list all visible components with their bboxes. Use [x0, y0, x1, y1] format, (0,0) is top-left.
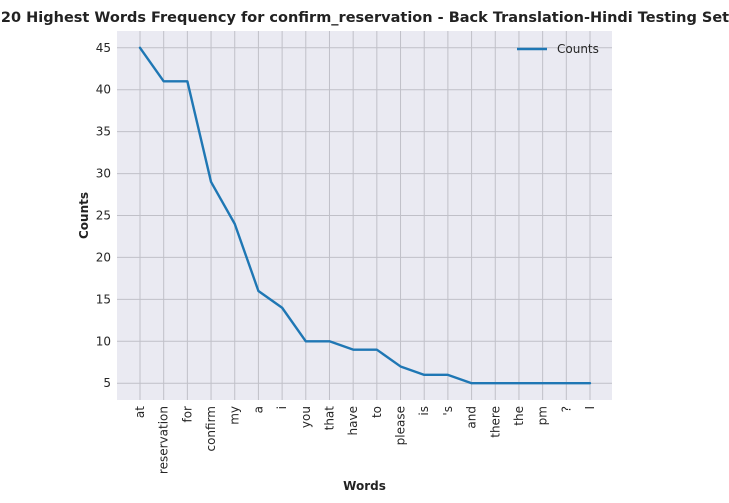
- x-axis-label: Words: [343, 479, 386, 493]
- y-axis-ticks: 5 10 15 20 25 30 35 40 45: [96, 41, 111, 390]
- x-tick-label-16: the: [512, 406, 526, 426]
- x-tick-label-3: confirm: [204, 406, 218, 452]
- legend: Counts: [517, 42, 599, 56]
- y-tick-label-25: 25: [96, 209, 111, 223]
- y-axis-label: Counts: [77, 192, 91, 239]
- y-tick-label-35: 35: [96, 125, 111, 139]
- y-tick-label-10: 10: [96, 334, 111, 348]
- y-tick-label-20: 20: [96, 250, 111, 264]
- x-tick-label-11: please: [394, 406, 408, 445]
- grid-lines: [117, 31, 612, 400]
- x-tick-label-15: there: [488, 406, 502, 438]
- x-tick-label-13: 's: [441, 406, 455, 416]
- x-tick-label-7: you: [299, 406, 313, 428]
- chart-title: 20 Highest Words Frequency for confirm_r…: [1, 10, 729, 26]
- x-tick-label-17: pm: [536, 406, 550, 425]
- x-tick-label-8: that: [322, 406, 336, 431]
- y-tick-label-15: 15: [96, 292, 111, 306]
- y-tick-label-40: 40: [96, 83, 111, 97]
- series-layer: [138, 46, 592, 385]
- x-axis-ticks: at reservation for confirm my a i you that have to…: [133, 406, 597, 474]
- x-tick-label-4: my: [228, 406, 242, 425]
- x-tick-label-19: I: [583, 406, 597, 410]
- x-tick-label-0: at: [133, 406, 147, 418]
- x-tick-label-10: to: [370, 406, 384, 418]
- y-tick-label-30: 30: [96, 167, 111, 181]
- x-tick-label-6: i: [275, 406, 289, 409]
- x-tick-label-1: reservation: [157, 406, 171, 474]
- y-tick-label-5: 5: [103, 376, 111, 390]
- x-tick-label-5: a: [251, 406, 265, 413]
- x-tick-label-12: is: [417, 406, 431, 416]
- x-tick-label-14: and: [465, 406, 479, 429]
- legend-label-counts: Counts: [557, 42, 599, 56]
- x-tick-label-9: have: [346, 406, 360, 435]
- series-line-counts: [138, 46, 592, 385]
- x-tick-label-18: ?: [559, 406, 573, 412]
- y-tick-label-45: 45: [96, 41, 111, 55]
- x-tick-label-2: for: [180, 406, 194, 423]
